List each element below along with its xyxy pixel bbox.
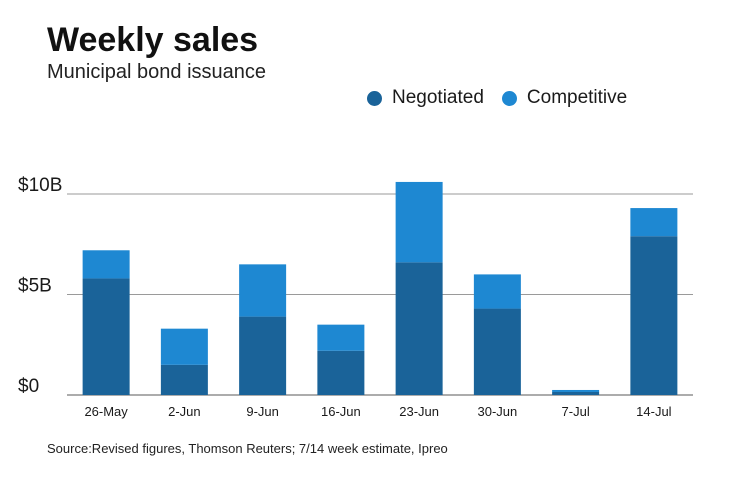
bar-competitive-9-jun <box>239 264 287 317</box>
bar-negotiated-7-jul <box>552 391 600 395</box>
y-tick-label-10b: $10B <box>18 175 62 196</box>
bar-negotiated-26-may <box>82 278 130 395</box>
legend: Negotiated Competitive <box>367 87 627 109</box>
legend-label-competitive: Competitive <box>526 87 628 108</box>
bar-negotiated-14-jul <box>630 236 678 395</box>
chart-title: Weekly sales <box>47 21 259 59</box>
y-tick-label-0: $0 <box>18 376 39 397</box>
bar-competitive-7-jul <box>552 389 600 392</box>
bar-negotiated-30-jun <box>473 308 521 395</box>
legend-item-competitive: Competitive <box>501 87 628 109</box>
x-tick-label-16-jun: 16-Jun <box>321 404 361 419</box>
bar-competitive-30-jun <box>473 274 521 309</box>
x-tick-label-9-jun: 9-Jun <box>246 404 279 419</box>
bar-competitive-23-jun <box>395 181 443 263</box>
chart-subtitle: Municipal bond issuance <box>47 61 267 83</box>
bar-competitive-16-jun <box>317 324 365 351</box>
bar-negotiated-23-jun <box>395 262 443 395</box>
bar-negotiated-9-jun <box>239 316 287 395</box>
bar-negotiated-2-jun <box>160 364 208 395</box>
y-tick-label-5b: $5B <box>18 276 52 297</box>
bar-competitive-14-jul <box>630 208 678 237</box>
x-tick-label-26-may: 26-May <box>84 404 128 419</box>
legend-item-negotiated: Negotiated <box>367 87 484 109</box>
bar-negotiated-16-jun <box>317 350 365 395</box>
legend-swatch-negotiated <box>367 90 382 106</box>
legend-label-negotiated: Negotiated <box>392 87 484 108</box>
x-tick-label-14-jul: 14-Jul <box>636 404 672 419</box>
bar-competitive-2-jun <box>160 328 208 365</box>
legend-swatch-competitive <box>501 90 517 106</box>
source-note: Source:Revised figures, Thomson Reuters;… <box>47 441 448 456</box>
bar-competitive-26-may <box>82 250 130 279</box>
x-tick-label-30-jun: 30-Jun <box>478 404 518 419</box>
x-tick-label-7-jul: 7-Jul <box>562 404 590 419</box>
x-tick-label-2-jun: 2-Jun <box>168 404 201 419</box>
x-tick-label-23-jun: 23-Jun <box>399 404 439 419</box>
